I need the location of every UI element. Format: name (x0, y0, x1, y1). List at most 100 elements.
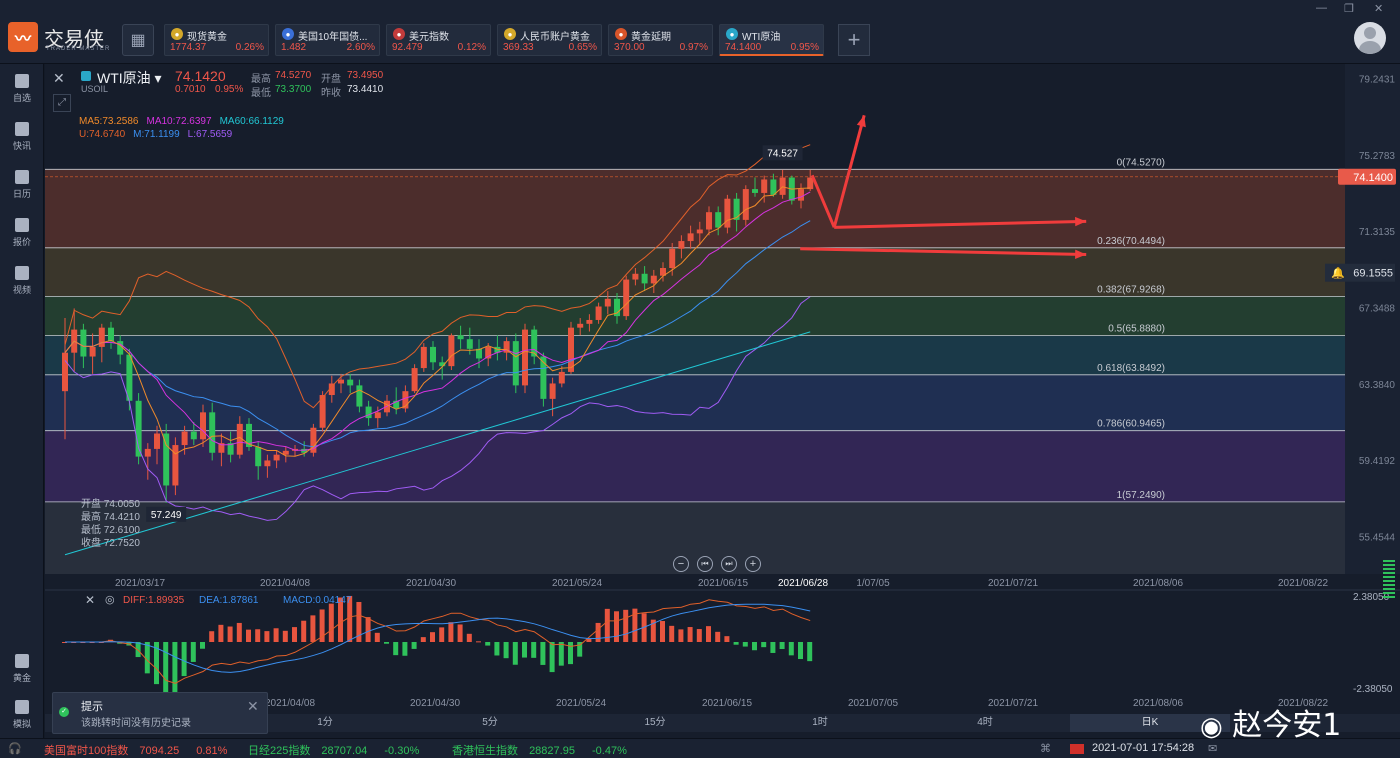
candle-body (577, 323, 584, 328)
candle-body (172, 445, 179, 486)
feedback-icon[interactable]: ✉ (1208, 743, 1218, 755)
close-chart-icon[interactable]: ✕ (53, 70, 65, 86)
macd-histogram-bar (190, 642, 196, 662)
macd-histogram-bar (632, 608, 638, 642)
macd-date-label: 2021/04/08 (265, 698, 315, 709)
price-axis-label: 59.4192 (1359, 456, 1396, 467)
macd-histogram-bar (393, 642, 399, 656)
date-axis-label: 2021/07/21 (988, 578, 1038, 589)
sidebar-item-5[interactable]: 黄金 (0, 650, 44, 690)
tab-1[interactable]: ● 美国10年国债... 1.482 2.60% (275, 24, 380, 56)
close-window-icon[interactable]: ✕ (1374, 3, 1384, 15)
macd-date-label: 2021/08/22 (1278, 698, 1328, 709)
candle-body (641, 273, 648, 284)
macd-histogram-bar (706, 626, 711, 642)
ma-indicator: U:74.6740 (79, 129, 126, 140)
candle-body (135, 400, 142, 457)
zoom-in-icon[interactable]: + (745, 556, 761, 572)
timeframe-0[interactable]: 1分 (317, 717, 333, 728)
toast-notification: ✓ 提示 该跳转时间没有历史记录 ✕ (52, 692, 268, 734)
date-axis-label: 2021/08/06 (1133, 578, 1183, 589)
candle-body (761, 179, 768, 193)
minimize-icon[interactable]: — (1316, 2, 1327, 14)
high-marker-label: 74.527 (767, 148, 798, 159)
expand-icon[interactable]: ⤢ (53, 94, 71, 112)
candle-body (126, 354, 133, 401)
timeframe-2[interactable]: 15分 (644, 717, 666, 728)
macd-histogram-bar (788, 642, 794, 656)
macd-histogram-bar (494, 642, 500, 656)
candle-body (586, 319, 593, 324)
jump-start-icon[interactable]: ⏮ (697, 556, 713, 572)
tab-4[interactable]: ● 黄金延期 370.00 0.97% (608, 24, 713, 56)
macd-histogram-bar (724, 636, 730, 642)
tab-2[interactable]: ● 美元指数 92.479 0.12% (386, 24, 491, 56)
grid-menu-button[interactable]: ▦ (122, 24, 154, 56)
restore-icon[interactable]: ❐ (1344, 3, 1354, 15)
date-axis-label: 2021/03/17 (115, 578, 165, 589)
candle-body (623, 279, 630, 317)
price-chart[interactable]: 0(74.5270) 0.236(70.4494) 0.382(67.9268) 0.… (45, 64, 1400, 738)
info-line: 最低 72.6100 (81, 525, 140, 536)
ticker-item[interactable]: 美国富时100指数 7094.25 0.81% (44, 742, 227, 758)
sidebar-item-2[interactable]: 日历 (0, 166, 44, 206)
current-price-label: 74.1400 (1353, 172, 1393, 184)
macd-histogram-bar (457, 624, 463, 642)
zoom-out-icon[interactable]: − (673, 556, 689, 572)
candle-body (209, 412, 216, 453)
close-macd-icon[interactable]: ✕ (85, 593, 96, 607)
sidebar-item-4[interactable]: 视频 (0, 262, 44, 302)
tab-5[interactable]: ● WTI原油 74.1400 0.95% (719, 24, 824, 56)
candle-body (227, 443, 234, 455)
current-price-tag (1338, 168, 1396, 185)
timeframe-5[interactable]: 日K (1070, 714, 1230, 732)
ticker-item[interactable]: 香港恒生指数 28827.95 -0.47% (452, 742, 627, 758)
candle-body (604, 298, 611, 307)
candle-body (779, 177, 786, 195)
candle-body (752, 189, 758, 193)
price-axis-label: 71.3135 (1359, 227, 1396, 238)
candle-body (347, 379, 354, 386)
tab-price: 74.1400 (725, 42, 762, 53)
tab-3[interactable]: ● 人民币账户黄金 369.33 0.65% (497, 24, 602, 56)
macd-settings-icon[interactable]: ◎ (105, 594, 115, 606)
candle-body (558, 371, 565, 384)
macd-histogram-bar (614, 611, 619, 642)
toast-close-icon[interactable]: ✕ (247, 698, 259, 714)
macd-histogram-bar (163, 642, 169, 699)
add-tab-button[interactable]: + (838, 24, 870, 56)
timeframe-3[interactable]: 1时 (812, 717, 828, 728)
tab-name: 人民币账户黄金 (520, 32, 590, 43)
bollinger-upper-line (64, 144, 811, 409)
sidebar-item-6[interactable]: 模拟 (0, 696, 44, 736)
candle-body (485, 346, 492, 359)
macd-value: MACD:0.04147 (283, 595, 352, 606)
symbol-name[interactable]: WTI原油 ▾ (97, 70, 162, 86)
candle-body (181, 431, 188, 446)
timeframe-4[interactable]: 4时 (977, 717, 993, 728)
ticker-item[interactable]: 日经225指数 28707.04 -0.30% (248, 742, 419, 758)
tab-0[interactable]: ● 现货黄金 1774.37 0.26% (164, 24, 269, 56)
sidebar-item-1[interactable]: 快讯 (0, 118, 44, 158)
user-avatar[interactable] (1354, 22, 1386, 54)
timeframe-1[interactable]: 5分 (482, 717, 498, 728)
tab-change: 0.95% (790, 42, 819, 53)
fib-band (45, 296, 1345, 336)
sidebar-label: 日历 (12, 189, 31, 199)
jump-end-icon[interactable]: ⏭ (721, 556, 737, 572)
toast-message: 该跳转时间没有历史记录 (81, 718, 191, 729)
macd-date-label: 2021/05/24 (556, 698, 606, 709)
sidebar-item-0[interactable]: 自选 (0, 70, 44, 110)
price-axis-label: 55.4544 (1359, 532, 1396, 543)
sidebar-item-3[interactable]: 报价 (0, 214, 44, 254)
symbol-change-pct: 0.95% (215, 84, 244, 95)
price-axis-label: 67.3488 (1359, 303, 1396, 314)
fib-label: 1(57.2490) (1117, 490, 1165, 501)
headset-icon[interactable]: 🎧 (8, 743, 22, 755)
date-axis-label: 1/07/05 (856, 578, 890, 589)
chart-area[interactable]: 0(74.5270) 0.236(70.4494) 0.382(67.9268) 0.… (45, 64, 1400, 738)
macd-histogram-bar (374, 632, 380, 642)
date-axis-label: 2021/04/30 (406, 578, 456, 589)
satellite-icon[interactable]: ⌘ (1040, 743, 1051, 755)
macd-histogram-bar (696, 629, 702, 642)
